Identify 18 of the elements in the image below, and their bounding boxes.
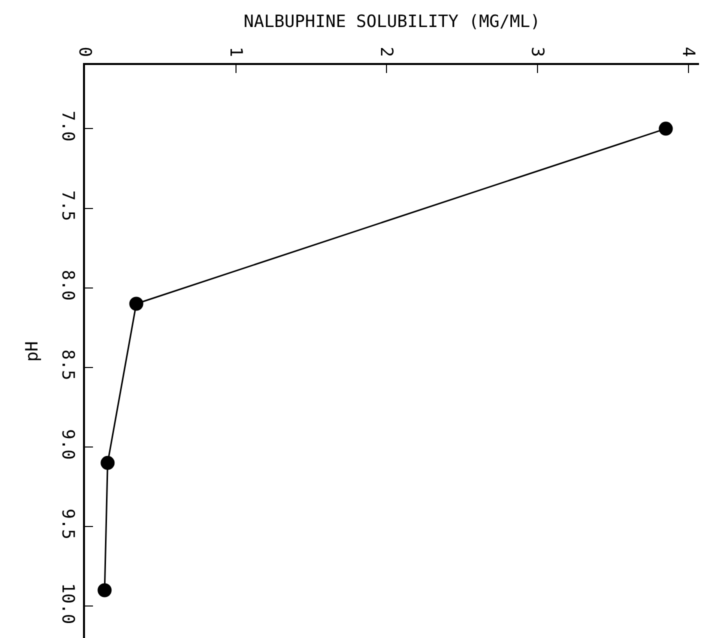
y-tick-label: 9.5 [58,508,78,540]
point [98,583,112,598]
y-axis-title: pH [22,341,43,362]
point [100,456,115,470]
x-axis-title: NALBUPHINE SOLUBILITY (MG/ML) [244,12,540,32]
y-tick-label: 7.5 [58,190,78,222]
x-tick-label: 4 [678,46,698,58]
y-tick-label: 10.0 [58,583,78,624]
point [129,296,144,311]
x-tick-label: 1 [225,46,246,58]
y-tick-label: 8.5 [58,350,78,380]
point [658,122,673,136]
y-tick-label: 7.0 [58,110,78,142]
y-tick-label: 9.0 [58,429,78,460]
x-tick-label: 0 [74,46,94,58]
x-tick-label: 2 [376,46,396,58]
y-tick-label: 8.0 [58,270,78,301]
x-tick-label: 3 [527,46,548,58]
